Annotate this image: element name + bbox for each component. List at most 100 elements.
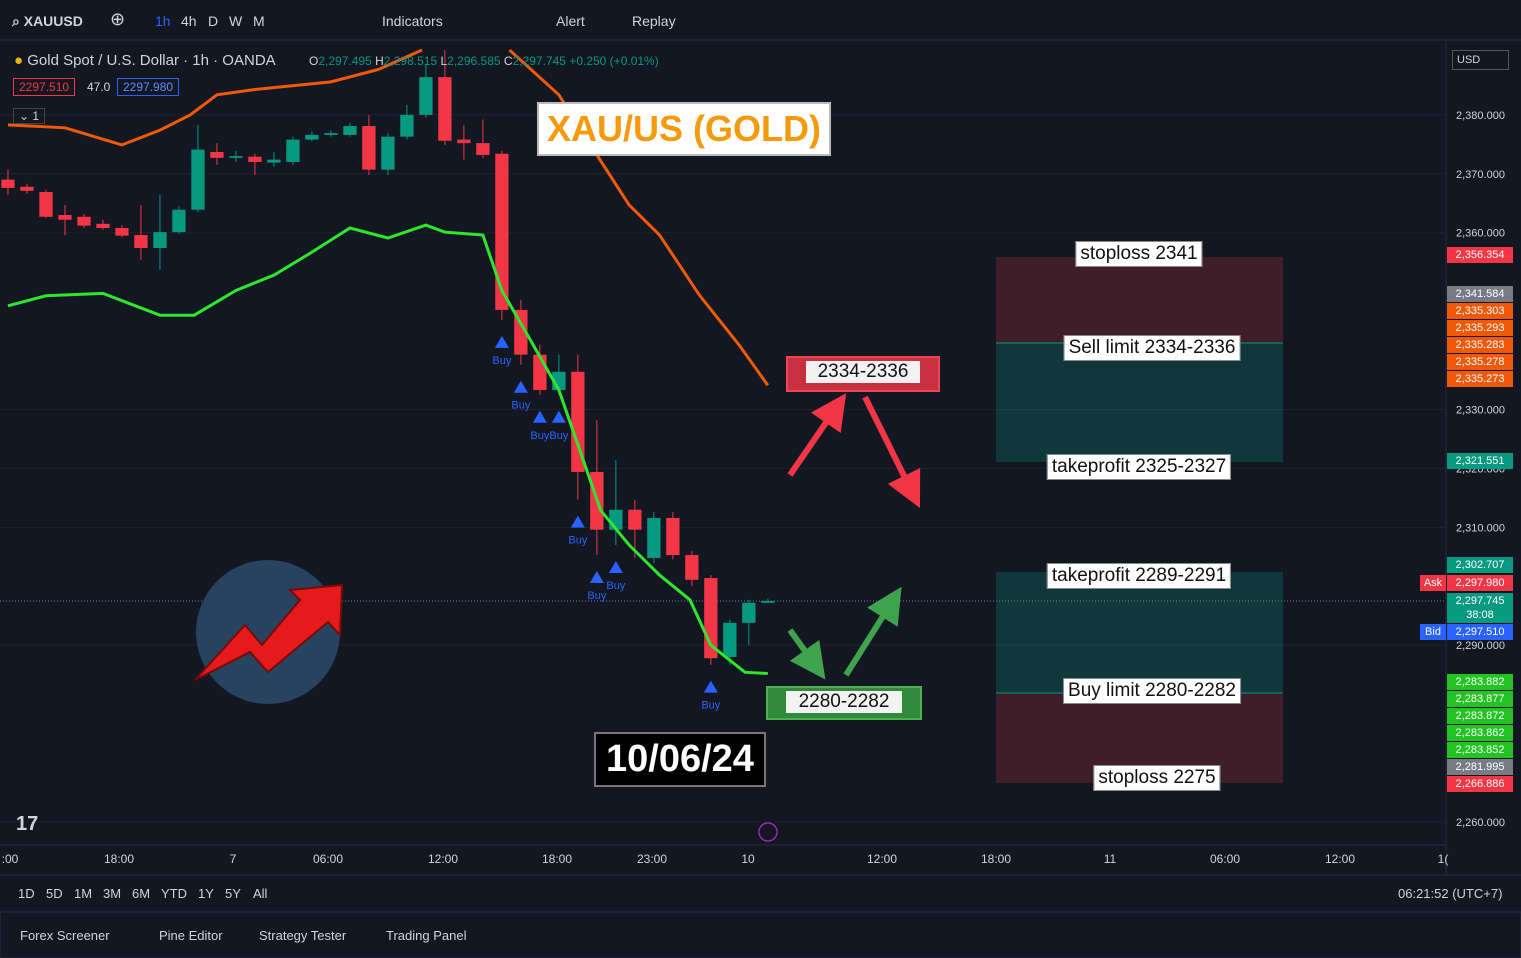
label: H — [375, 54, 384, 68]
range-button[interactable]: 1Y — [198, 886, 214, 901]
candle-body — [343, 126, 357, 135]
candle-body — [134, 235, 148, 249]
event-icon[interactable] — [758, 822, 778, 842]
price-tag: 2,321.551 — [1447, 453, 1513, 469]
x-tick-label: 11 — [1103, 852, 1117, 866]
x-tick-label: 06:00 — [312, 852, 344, 866]
candle-body — [457, 139, 471, 144]
value: 2,297.745 — [512, 54, 566, 68]
candle-body — [20, 186, 34, 191]
range-button[interactable]: YTD — [161, 886, 187, 901]
symbol[interactable]: ⌕ XAUUSD — [12, 13, 83, 29]
buy-signal — [551, 410, 566, 423]
price-tag: 2,283.882 — [1447, 674, 1513, 690]
price-tag: 38:08 — [1447, 607, 1513, 623]
price-tag: 2,341.584 — [1447, 286, 1513, 302]
x-tick-label: 18:00 — [103, 852, 135, 866]
toolbar-bg — [0, 0, 1521, 40]
candle-body — [685, 555, 699, 580]
range-button[interactable]: 6M — [132, 886, 151, 901]
buy-zone-label: 2280-2282 — [786, 691, 902, 713]
price-tag: 2,281.995 — [1447, 759, 1513, 775]
range-button[interactable]: 1D — [18, 886, 35, 901]
candle-body — [400, 114, 414, 137]
sell-zone-box: 2334-2336 — [786, 356, 940, 392]
buy-label: Buy — [549, 430, 568, 442]
sell-box[interactable]: 2297.510 — [13, 78, 76, 96]
label: O — [309, 54, 319, 68]
interval[interactable]: W — [229, 13, 243, 29]
indicators[interactable]: Indicators — [382, 13, 443, 29]
candle-body — [58, 215, 72, 220]
range-button[interactable]: 3M — [103, 886, 122, 901]
currency[interactable]: USD — [1452, 50, 1510, 70]
zone-label: takeprofit 2325-2327 — [1046, 454, 1232, 480]
zone — [996, 257, 1283, 343]
x-tick-label: 1( — [1437, 852, 1449, 866]
y-tick-label: 2,290.000 — [1456, 640, 1505, 652]
tab[interactable]: Strategy Tester — [259, 928, 347, 943]
zone — [996, 572, 1283, 693]
candle-body — [248, 156, 262, 162]
y-tick-label: 2,380.000 — [1456, 110, 1505, 122]
price-tag: 2,283.862 — [1447, 725, 1513, 741]
collapse[interactable]: ⌄ 1 — [13, 108, 46, 124]
candle-body — [1, 179, 15, 188]
zone-label: stoploss 2275 — [1093, 765, 1221, 791]
y-tick-label: 2,260.000 — [1456, 817, 1505, 829]
arrow — [843, 586, 902, 677]
zone-label: stoploss 2341 — [1075, 241, 1203, 267]
price-tag: 2,356.354 — [1447, 247, 1513, 263]
clock: 06:21:52 (UTC+7) — [1398, 886, 1503, 901]
buy-box[interactable]: 2297.980 — [117, 78, 180, 96]
tab[interactable]: Pine Editor — [159, 928, 223, 943]
symbol-text[interactable]: XAUUSD — [23, 13, 83, 29]
legend: ● Gold Spot / U.S. Dollar · 1h · OANDA O… — [14, 52, 659, 69]
bid-label: Bid — [1420, 624, 1446, 640]
candle-body — [495, 153, 509, 310]
x-tick-label: 12:00 — [866, 852, 898, 866]
zone-label: Buy limit 2280-2282 — [1063, 678, 1241, 704]
tab[interactable]: Trading Panel — [386, 928, 467, 943]
date-label: 10/06/24 — [594, 732, 766, 787]
interval[interactable]: 4h — [181, 13, 197, 29]
y-tick-label: 2,310.000 — [1456, 522, 1505, 534]
x-tick-label: 18:00 — [980, 852, 1012, 866]
zone — [996, 343, 1283, 462]
buy-signal — [589, 571, 604, 584]
candle-body — [191, 149, 205, 210]
range-button[interactable]: All — [253, 886, 268, 901]
tab[interactable]: Forex Screener — [20, 928, 110, 943]
candle-body — [419, 77, 433, 115]
range-button[interactable]: 1M — [74, 886, 93, 901]
candle-body — [628, 509, 642, 530]
add[interactable]: ⊕ — [110, 9, 126, 29]
range-button[interactable]: 5Y — [225, 886, 241, 901]
price-tag: 2,335.273 — [1447, 371, 1513, 387]
x-tick-label: :00 — [1, 852, 19, 866]
arrow — [862, 395, 921, 509]
price-tag: 2,283.872 — [1447, 708, 1513, 724]
zone-label: Sell limit 2334-2336 — [1063, 335, 1241, 361]
y-tick-label: 2,330.000 — [1456, 404, 1505, 416]
candle-body — [286, 139, 300, 162]
zone-label: takeprofit 2289-2291 — [1046, 563, 1232, 589]
interval[interactable]: D — [208, 13, 219, 29]
interval[interactable]: M — [253, 13, 265, 29]
label: C — [503, 54, 513, 68]
collapse-count: 1 — [32, 109, 40, 123]
price-tag: 2,302.707 — [1447, 557, 1513, 573]
range-button[interactable]: 5D — [46, 886, 63, 901]
buy-zone-box: 2280-2282 — [766, 686, 922, 720]
price-tag: 2,335.278 — [1447, 354, 1513, 370]
alert[interactable]: Alert — [556, 13, 585, 29]
candle-body — [533, 354, 547, 391]
buy-label: Buy — [701, 700, 720, 712]
interval[interactable]: 1h — [155, 13, 171, 29]
x-tick-label: 12:00 — [1324, 852, 1356, 866]
value: 2,298.515 — [383, 54, 438, 68]
candle-body — [761, 601, 775, 603]
replay[interactable]: Replay — [632, 13, 676, 29]
buy-label: Buy — [606, 580, 625, 592]
